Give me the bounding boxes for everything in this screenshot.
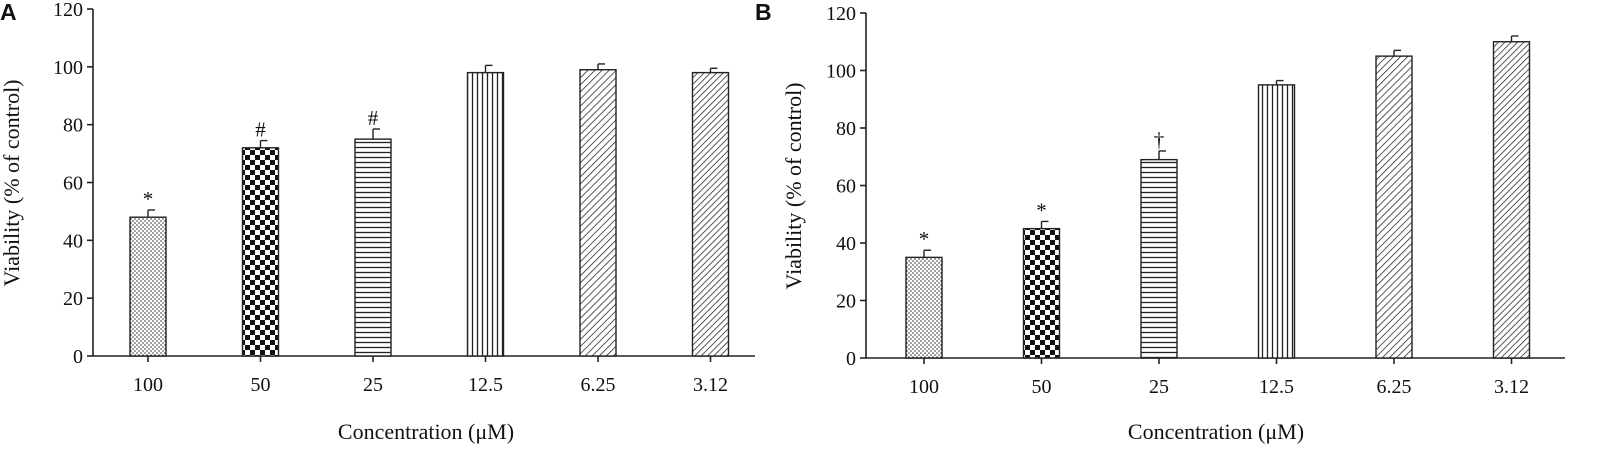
x-axis-title: Concentration (μM) bbox=[1128, 419, 1304, 444]
y-tick-label: 60 bbox=[63, 173, 83, 195]
bar-100 bbox=[905, 256, 943, 359]
significance-marker: † bbox=[1154, 128, 1165, 152]
y-tick-label: 40 bbox=[63, 230, 83, 252]
x-tick-label: 25 bbox=[363, 374, 383, 396]
bar-12.5 bbox=[1257, 84, 1296, 359]
significance-marker: # bbox=[368, 106, 379, 130]
significance-marker: * bbox=[1036, 198, 1047, 222]
bar-25 bbox=[354, 138, 392, 357]
bar-6.25 bbox=[1375, 55, 1413, 359]
x-tick-label: 6.25 bbox=[1377, 376, 1412, 398]
x-axis-title: Concentration (μM) bbox=[338, 419, 514, 444]
significance-marker: * bbox=[143, 187, 154, 211]
panel-a-chart: A Concentration (μM) Viability (% of con… bbox=[0, 0, 755, 444]
panel-b-chart: B Concentration (μM) Viability (% of con… bbox=[755, 0, 1565, 444]
bar-3.12 bbox=[691, 71, 730, 357]
x-tick-label: 12.5 bbox=[468, 374, 503, 396]
y-tick-label: 20 bbox=[836, 291, 856, 313]
y-tick-label: 100 bbox=[53, 57, 83, 79]
y-tick-label: 80 bbox=[836, 118, 856, 140]
bar-100 bbox=[129, 216, 167, 357]
x-tick-label: 12.5 bbox=[1259, 376, 1294, 398]
y-tick-label: 20 bbox=[63, 288, 83, 310]
y-axis-title: Viability (% of control) bbox=[0, 79, 24, 286]
y-tick-label: 120 bbox=[826, 3, 856, 25]
x-tick-label: 100 bbox=[909, 376, 939, 398]
panel-letter: A bbox=[0, 0, 17, 25]
x-tick-label: 100 bbox=[133, 374, 163, 396]
y-tick-label: 40 bbox=[836, 233, 856, 255]
bar-3.12 bbox=[1492, 41, 1531, 359]
significance-marker: * bbox=[919, 227, 930, 251]
y-axis-title: Viability (% of control) bbox=[781, 82, 806, 289]
x-tick-label: 3.12 bbox=[1494, 376, 1529, 398]
panel-letter: B bbox=[755, 0, 772, 25]
x-tick-label: 6.25 bbox=[581, 374, 616, 396]
y-tick-label: 120 bbox=[53, 0, 83, 21]
y-tick-label: 0 bbox=[73, 346, 83, 368]
significance-marker: # bbox=[255, 118, 266, 142]
bar-25 bbox=[1140, 158, 1178, 359]
y-tick-label: 0 bbox=[846, 348, 856, 370]
bar-50 bbox=[1022, 227, 1061, 359]
bar-12.5 bbox=[466, 71, 505, 357]
x-tick-label: 50 bbox=[1032, 376, 1052, 398]
y-tick-label: 80 bbox=[63, 115, 83, 137]
y-tick-label: 60 bbox=[836, 176, 856, 198]
x-tick-label: 50 bbox=[251, 374, 271, 396]
bar-6.25 bbox=[579, 69, 617, 357]
y-tick-label: 100 bbox=[826, 61, 856, 83]
x-tick-label: 3.12 bbox=[693, 374, 728, 396]
bar-50 bbox=[241, 147, 280, 357]
x-tick-label: 25 bbox=[1149, 376, 1169, 398]
